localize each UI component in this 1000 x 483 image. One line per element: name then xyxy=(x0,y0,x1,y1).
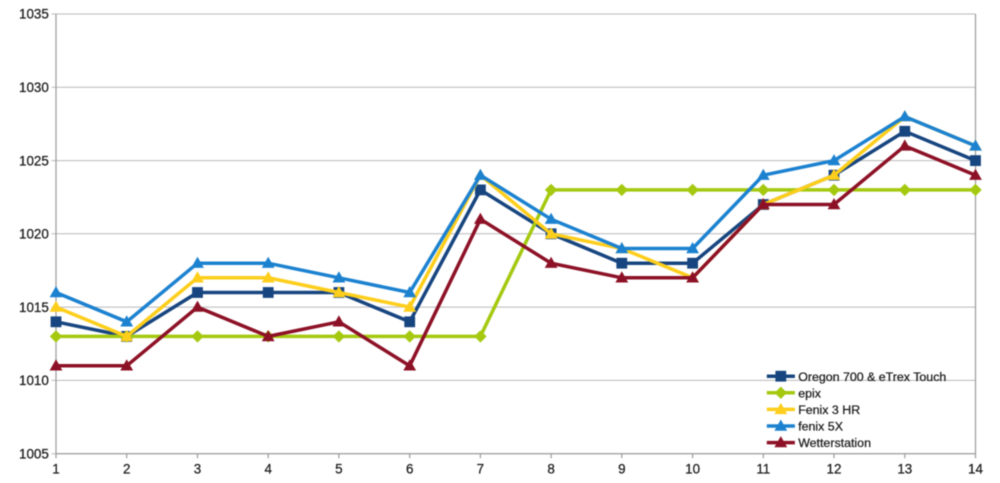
svg-text:3: 3 xyxy=(194,461,201,476)
svg-text:2: 2 xyxy=(123,461,130,476)
svg-text:1025: 1025 xyxy=(19,153,49,168)
svg-text:Wetterstation: Wetterstation xyxy=(798,436,871,450)
svg-text:1: 1 xyxy=(52,461,59,476)
svg-text:4: 4 xyxy=(264,461,272,476)
svg-text:9: 9 xyxy=(618,461,625,476)
svg-text:1035: 1035 xyxy=(19,7,49,22)
svg-text:1005: 1005 xyxy=(19,446,49,461)
svg-text:12: 12 xyxy=(827,461,842,476)
svg-text:14: 14 xyxy=(968,461,983,476)
svg-text:7: 7 xyxy=(477,461,484,476)
svg-text:13: 13 xyxy=(897,461,912,476)
svg-text:1010: 1010 xyxy=(19,373,49,388)
svg-text:1030: 1030 xyxy=(19,80,49,95)
svg-text:Oregon 700 & eTrex Touch: Oregon 700 & eTrex Touch xyxy=(798,370,946,384)
svg-text:1015: 1015 xyxy=(19,300,49,315)
svg-text:fenix 5X: fenix 5X xyxy=(798,420,843,434)
svg-text:8: 8 xyxy=(547,461,554,476)
svg-text:epix: epix xyxy=(798,386,822,400)
svg-text:6: 6 xyxy=(406,461,413,476)
svg-text:1020: 1020 xyxy=(19,227,49,242)
svg-text:5: 5 xyxy=(335,461,342,476)
svg-text:10: 10 xyxy=(685,461,700,476)
svg-text:Fenix 3 HR: Fenix 3 HR xyxy=(798,403,860,417)
svg-text:11: 11 xyxy=(756,461,770,476)
